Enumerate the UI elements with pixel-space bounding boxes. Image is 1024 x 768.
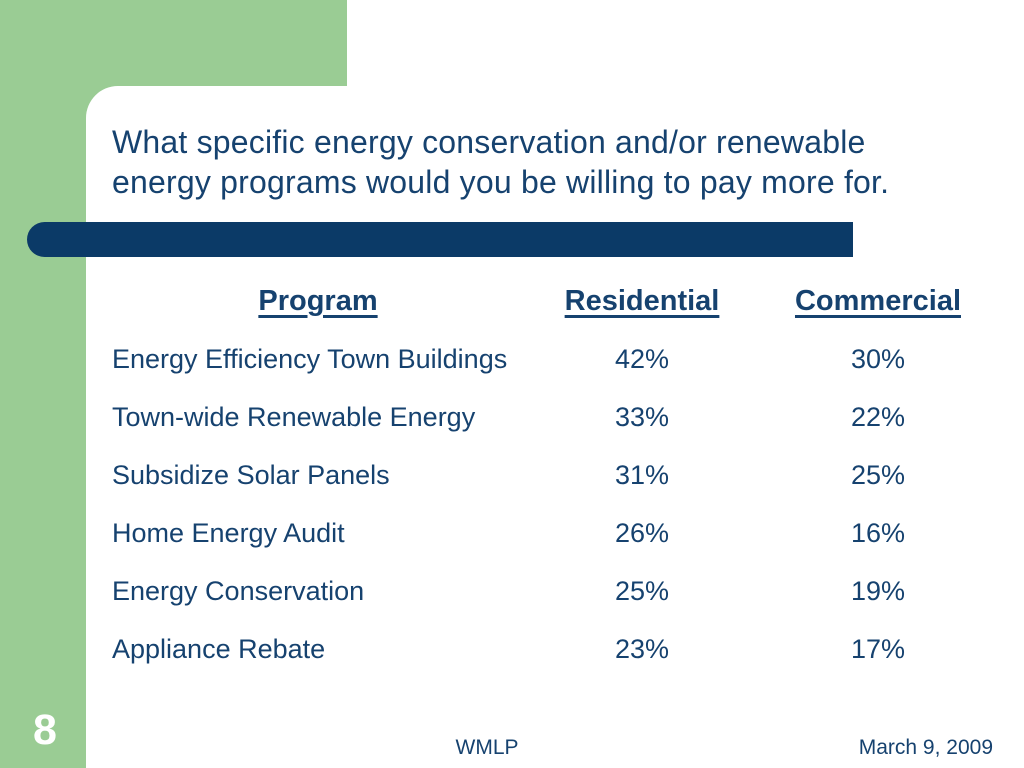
cell-program: Energy Conservation bbox=[112, 575, 365, 606]
cell-program: Energy Efficiency Town Buildings bbox=[112, 343, 508, 374]
cell-residential: 26% bbox=[614, 517, 670, 548]
survey-table: Program Residential Commercial Energy Ef… bbox=[112, 272, 996, 678]
cell-program: Subsidize Solar Panels bbox=[112, 459, 390, 490]
cell-commercial: 30% bbox=[850, 343, 906, 374]
cell-program: Town-wide Renewable Energy bbox=[112, 401, 476, 432]
cell-commercial: 25% bbox=[850, 459, 906, 490]
cell-residential: 25% bbox=[614, 575, 670, 606]
cell-commercial: 16% bbox=[850, 517, 906, 548]
slide-title-line-1: What specific energy conservation and/or… bbox=[112, 124, 866, 160]
divider-bar bbox=[27, 222, 853, 257]
footer-org-label: WMLP bbox=[455, 736, 519, 759]
cell-residential: 42% bbox=[614, 343, 670, 374]
cell-residential: 31% bbox=[614, 459, 670, 490]
cell-commercial: 19% bbox=[850, 575, 906, 606]
cell-residential: 33% bbox=[614, 401, 670, 432]
slide-title: What specific energy conservation and/or… bbox=[112, 122, 962, 202]
table-header-residential: Residential bbox=[564, 284, 720, 317]
footer-date: March 9, 2009 bbox=[858, 736, 993, 759]
slide-title-line-2: energy programs would you be willing to … bbox=[112, 164, 890, 200]
table-header-program: Program bbox=[258, 284, 378, 317]
cell-commercial: 17% bbox=[850, 633, 906, 664]
table-header-commercial: Commercial bbox=[794, 284, 961, 317]
content-panel bbox=[86, 86, 1024, 768]
page-number: 8 bbox=[33, 706, 57, 754]
cell-residential: 23% bbox=[614, 633, 670, 664]
cell-program: Appliance Rebate bbox=[112, 633, 326, 664]
cell-commercial: 22% bbox=[850, 401, 906, 432]
cell-program: Home Energy Audit bbox=[112, 517, 345, 548]
green-sidebar-band bbox=[0, 0, 86, 768]
